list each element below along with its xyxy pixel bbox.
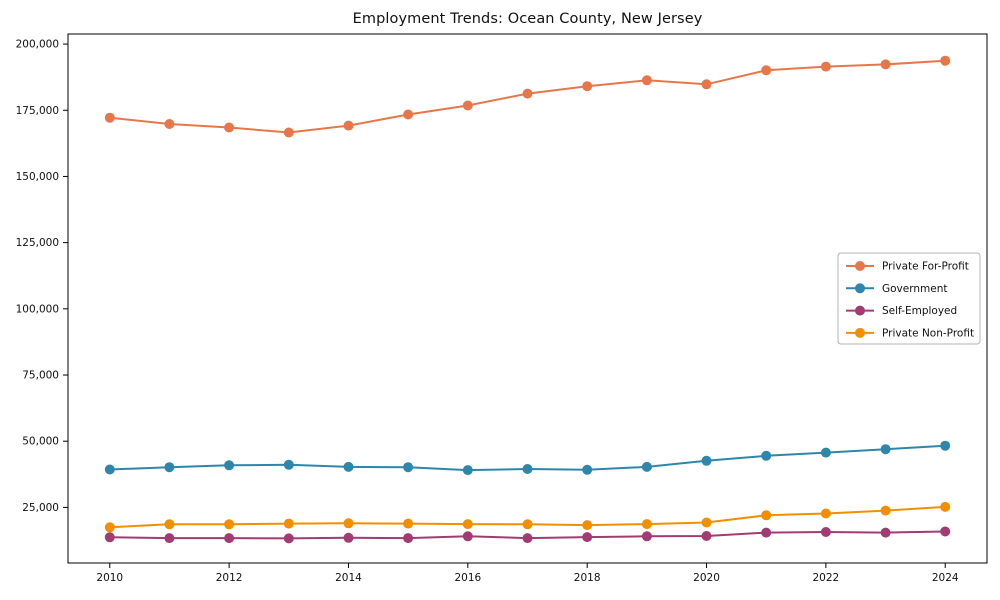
plot-frame bbox=[67, 33, 988, 564]
legend-item-private-non-profit: Private Non-Profit bbox=[846, 327, 974, 339]
series-self-employed bbox=[104, 526, 951, 544]
data-point-private-for-profit-2011 bbox=[164, 119, 175, 129]
data-point-private-for-profit-2016 bbox=[462, 100, 473, 111]
y-tick-label: 200,000 bbox=[16, 39, 59, 51]
data-point-private-for-profit-2010 bbox=[104, 112, 115, 123]
x-tick-label: 2014 bbox=[335, 572, 362, 584]
y-tick-label: 125,000 bbox=[16, 237, 59, 249]
data-point-private-non-profit-2019 bbox=[641, 519, 652, 530]
data-point-government-2024 bbox=[940, 440, 951, 451]
series-private-for-profit bbox=[104, 55, 951, 138]
legend-marker-icon bbox=[855, 261, 865, 271]
data-point-private-for-profit-2013 bbox=[283, 127, 294, 138]
data-point-government-2022 bbox=[820, 447, 831, 458]
data-point-private-non-profit-2012 bbox=[224, 519, 235, 530]
series-private-non-profit bbox=[104, 501, 951, 533]
x-tick-label: 2010 bbox=[96, 572, 123, 584]
data-point-private-non-profit-2021 bbox=[761, 510, 772, 521]
data-point-private-non-profit-2016 bbox=[462, 519, 473, 530]
data-point-government-2016 bbox=[462, 465, 473, 476]
legend-box bbox=[837, 252, 981, 345]
data-point-government-2011 bbox=[164, 462, 175, 473]
y-tick-label: 25,000 bbox=[22, 502, 59, 514]
y-tick-label: 100,000 bbox=[16, 303, 59, 315]
data-point-private-non-profit-2013 bbox=[283, 518, 294, 529]
data-point-self-employed-2015 bbox=[403, 533, 414, 544]
data-point-private-non-profit-2011 bbox=[164, 519, 175, 530]
data-point-private-for-profit-2014 bbox=[343, 120, 354, 131]
data-point-self-employed-2014 bbox=[343, 532, 354, 543]
data-point-private-for-profit-2015 bbox=[403, 109, 414, 120]
data-point-self-employed-2011 bbox=[164, 533, 175, 544]
legend-label: Private Non-Profit bbox=[882, 327, 974, 339]
legend-marker-icon bbox=[855, 327, 865, 338]
chart-title: Employment Trends: Ocean County, New Jer… bbox=[352, 11, 703, 27]
x-tick-label: 2018 bbox=[574, 572, 601, 584]
legend-marker-icon bbox=[855, 283, 865, 294]
data-point-private-non-profit-2020 bbox=[701, 517, 712, 528]
legend: Private For-Profit Government Self-Employe… bbox=[837, 252, 981, 345]
data-point-self-employed-2016 bbox=[462, 531, 473, 542]
data-point-private-non-profit-2014 bbox=[343, 518, 354, 529]
data-point-government-2019 bbox=[641, 461, 652, 472]
data-point-private-for-profit-2020 bbox=[701, 79, 712, 90]
y-tick-label: 75,000 bbox=[22, 370, 59, 382]
data-point-self-employed-2012 bbox=[224, 533, 235, 544]
data-point-private-non-profit-2017 bbox=[522, 519, 533, 530]
data-point-self-employed-2017 bbox=[522, 533, 533, 544]
data-point-private-non-profit-2024 bbox=[940, 501, 951, 512]
legend-label: Self-Employed bbox=[882, 305, 957, 317]
legend-item-private-for-profit: Private For-Profit bbox=[846, 261, 969, 273]
data-point-government-2020 bbox=[701, 455, 712, 466]
legend-label: Private For-Profit bbox=[882, 261, 969, 273]
data-point-self-employed-2013 bbox=[283, 533, 294, 544]
legend-item-government: Government bbox=[846, 283, 947, 295]
data-point-self-employed-2019 bbox=[641, 531, 652, 542]
x-tick-label: 2016 bbox=[454, 572, 481, 584]
data-point-self-employed-2018 bbox=[582, 532, 593, 543]
y-tick-label: 50,000 bbox=[22, 436, 59, 448]
y-tick-label: 175,000 bbox=[16, 105, 59, 117]
legend-marker-icon bbox=[855, 305, 865, 316]
data-point-self-employed-2010 bbox=[104, 532, 115, 543]
series-government bbox=[104, 440, 951, 476]
data-point-private-non-profit-2022 bbox=[820, 508, 831, 519]
data-point-private-non-profit-2015 bbox=[403, 518, 414, 529]
data-point-government-2021 bbox=[761, 450, 772, 461]
data-point-government-2014 bbox=[343, 461, 354, 472]
x-tick-label: 2024 bbox=[932, 572, 959, 584]
data-point-private-for-profit-2022 bbox=[820, 61, 831, 72]
data-point-private-for-profit-2019 bbox=[641, 75, 652, 86]
data-point-government-2017 bbox=[522, 464, 533, 474]
data-point-self-employed-2021 bbox=[761, 527, 772, 538]
data-point-government-2013 bbox=[283, 459, 294, 470]
legend-label: Government bbox=[882, 283, 947, 295]
data-point-government-2018 bbox=[582, 464, 593, 475]
x-tick-label: 2020 bbox=[693, 572, 720, 584]
data-point-private-for-profit-2017 bbox=[522, 88, 533, 99]
data-point-government-2012 bbox=[224, 460, 235, 471]
data-point-private-for-profit-2024 bbox=[940, 55, 951, 66]
data-point-private-for-profit-2021 bbox=[761, 65, 772, 76]
data-point-self-employed-2020 bbox=[701, 531, 712, 541]
legend-item-self-employed: Self-Employed bbox=[846, 305, 957, 317]
x-tick-label: 2012 bbox=[216, 572, 243, 584]
data-point-government-2010 bbox=[104, 464, 115, 475]
data-point-self-employed-2022 bbox=[820, 527, 831, 537]
data-point-self-employed-2024 bbox=[940, 526, 951, 537]
data-point-private-non-profit-2023 bbox=[880, 505, 891, 516]
data-point-private-for-profit-2018 bbox=[582, 81, 593, 92]
data-point-private-for-profit-2023 bbox=[880, 59, 891, 70]
data-point-private-non-profit-2018 bbox=[582, 520, 593, 531]
y-tick-label: 150,000 bbox=[16, 171, 59, 183]
data-point-private-for-profit-2012 bbox=[224, 122, 235, 133]
data-point-private-non-profit-2010 bbox=[104, 522, 115, 533]
data-point-government-2023 bbox=[880, 444, 891, 455]
data-point-government-2015 bbox=[403, 462, 414, 473]
x-tick-label: 2022 bbox=[813, 572, 840, 584]
data-point-self-employed-2023 bbox=[880, 527, 891, 538]
